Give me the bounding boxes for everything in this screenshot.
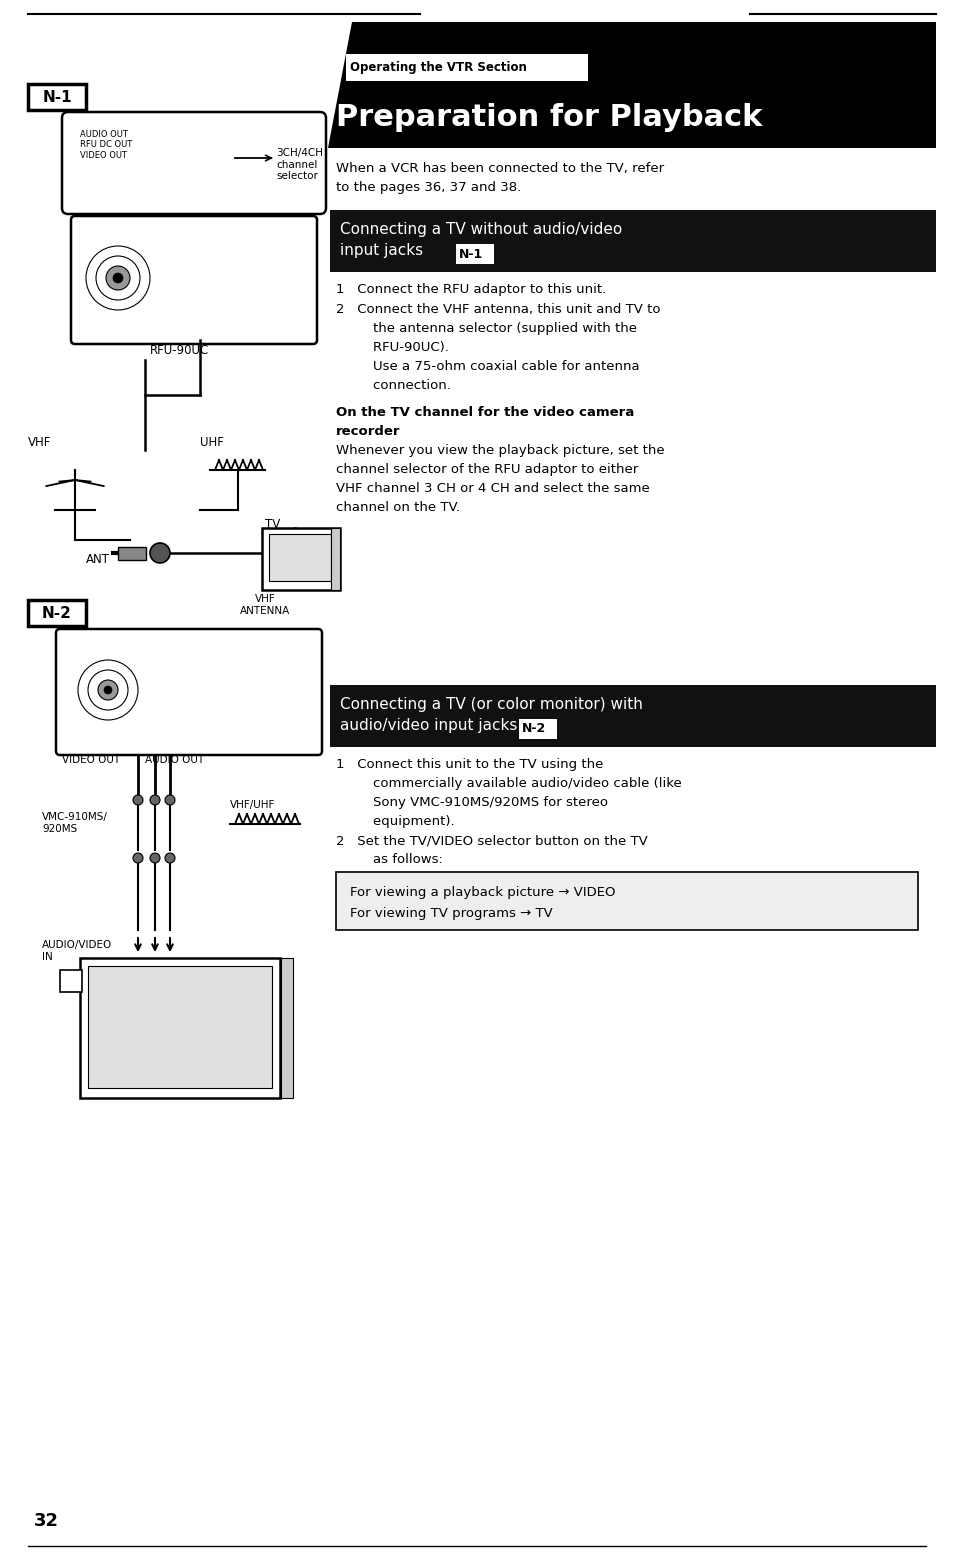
Bar <box>118 548 146 560</box>
Circle shape <box>104 686 112 694</box>
Text: audio/video input jacks: audio/video input jacks <box>339 718 517 733</box>
Circle shape <box>88 669 128 710</box>
Bar <box>330 685 935 747</box>
Text: channel selector of the RFU adaptor to either: channel selector of the RFU adaptor to e… <box>335 463 638 476</box>
Bar <box>28 601 86 626</box>
Text: 32: 32 <box>34 1512 59 1530</box>
FancyBboxPatch shape <box>62 112 326 214</box>
Circle shape <box>165 853 174 863</box>
Text: Use a 75-ohm coaxial cable for antenna: Use a 75-ohm coaxial cable for antenna <box>355 360 639 373</box>
Text: Connecting a TV without audio/video: Connecting a TV without audio/video <box>339 222 621 237</box>
FancyBboxPatch shape <box>71 215 316 345</box>
Bar <box>88 966 272 1087</box>
Text: channel on the TV.: channel on the TV. <box>335 501 459 513</box>
Bar <box>331 527 339 590</box>
Text: N-2: N-2 <box>521 722 546 735</box>
Text: AUDIO/VIDEO
IN: AUDIO/VIDEO IN <box>42 941 112 961</box>
Text: AUDIO OUT: AUDIO OUT <box>145 755 204 764</box>
Text: 2   Connect the VHF antenna, this unit and TV to: 2 Connect the VHF antenna, this unit and… <box>335 303 659 317</box>
Bar <box>330 211 935 271</box>
Text: Sony VMC-910MS/920MS for stereo: Sony VMC-910MS/920MS for stereo <box>355 796 607 810</box>
Text: 1   Connect the RFU adaptor to this unit.: 1 Connect the RFU adaptor to this unit. <box>335 282 605 296</box>
Text: VHF
ANTENNA: VHF ANTENNA <box>239 594 290 616</box>
Polygon shape <box>328 22 935 148</box>
Circle shape <box>86 246 150 310</box>
Text: input jacks: input jacks <box>339 243 423 257</box>
Bar <box>281 958 293 1098</box>
Text: RFU-90UC).: RFU-90UC). <box>355 342 449 354</box>
Circle shape <box>78 660 138 721</box>
Text: VIDEO OUT: VIDEO OUT <box>62 755 120 764</box>
Text: as follows:: as follows: <box>355 853 442 866</box>
Text: to the pages 36, 37 and 38.: to the pages 36, 37 and 38. <box>335 181 520 193</box>
Circle shape <box>150 543 170 563</box>
Text: RFU-90UC: RFU-90UC <box>150 345 209 357</box>
Text: ANT: ANT <box>86 552 110 566</box>
Circle shape <box>165 796 174 805</box>
Text: 2   Set the TV/VIDEO selector button on the TV: 2 Set the TV/VIDEO selector button on th… <box>335 835 647 847</box>
Text: VHF: VHF <box>28 435 51 449</box>
Circle shape <box>96 256 140 300</box>
Circle shape <box>106 267 130 290</box>
Text: Whenever you view the playback picture, set the: Whenever you view the playback picture, … <box>335 445 664 457</box>
Bar <box>456 243 494 264</box>
Text: equipment).: equipment). <box>355 814 455 828</box>
Circle shape <box>132 796 143 805</box>
Text: Operating the VTR Section: Operating the VTR Section <box>350 61 526 73</box>
Text: AUDIO OUT
RFU DC OUT
VIDEO OUT: AUDIO OUT RFU DC OUT VIDEO OUT <box>80 129 132 159</box>
Circle shape <box>150 796 160 805</box>
Text: Connecting a TV (or color monitor) with: Connecting a TV (or color monitor) with <box>339 697 642 711</box>
Bar <box>28 84 86 111</box>
Text: When a VCR has been connected to the TV, refer: When a VCR has been connected to the TV,… <box>335 162 663 175</box>
Text: 1   Connect this unit to the TV using the: 1 Connect this unit to the TV using the <box>335 758 602 771</box>
Text: UHF: UHF <box>200 435 224 449</box>
Bar <box>335 872 917 930</box>
Circle shape <box>112 273 123 282</box>
Text: For viewing a playback picture → VIDEO: For viewing a playback picture → VIDEO <box>350 886 615 899</box>
Text: VHF/UHF: VHF/UHF <box>230 800 275 810</box>
Text: 3CH/4CH
channel
selector: 3CH/4CH channel selector <box>275 148 323 181</box>
Bar <box>262 527 339 590</box>
Text: N-2: N-2 <box>42 605 71 621</box>
Bar <box>518 719 557 739</box>
Text: N-1: N-1 <box>42 89 71 105</box>
Text: TV: TV <box>265 518 280 530</box>
Text: recorder: recorder <box>335 424 400 438</box>
Circle shape <box>98 680 118 700</box>
Circle shape <box>150 853 160 863</box>
Text: VHF channel 3 CH or 4 CH and select the same: VHF channel 3 CH or 4 CH and select the … <box>335 482 649 495</box>
Text: For viewing TV programs → TV: For viewing TV programs → TV <box>350 906 552 920</box>
Bar <box>346 55 587 81</box>
Text: VMC-910MS/
920MS: VMC-910MS/ 920MS <box>42 813 108 833</box>
Text: On the TV channel for the video camera: On the TV channel for the video camera <box>335 406 634 420</box>
Text: the antenna selector (supplied with the: the antenna selector (supplied with the <box>355 321 637 335</box>
Text: connection.: connection. <box>355 379 451 392</box>
Bar <box>60 970 82 992</box>
Text: Preparation for Playback: Preparation for Playback <box>335 103 761 133</box>
Bar <box>80 958 280 1098</box>
Text: commercially available audio/video cable (like: commercially available audio/video cable… <box>355 777 681 789</box>
Circle shape <box>132 853 143 863</box>
FancyBboxPatch shape <box>56 629 322 755</box>
Text: N-1: N-1 <box>458 248 483 261</box>
Bar <box>269 534 331 580</box>
